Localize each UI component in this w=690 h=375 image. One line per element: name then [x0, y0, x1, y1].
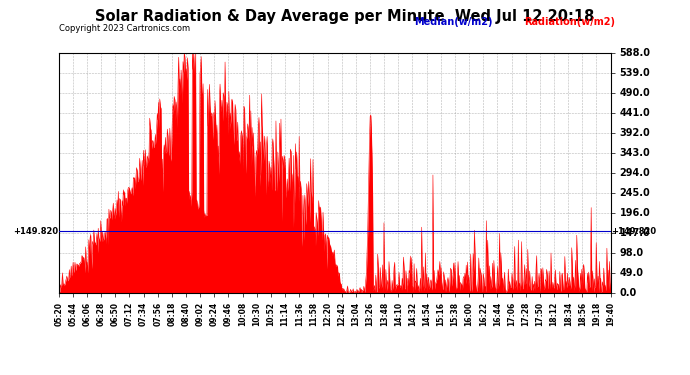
Text: Solar Radiation & Day Average per Minute  Wed Jul 12 20:18: Solar Radiation & Day Average per Minute…: [95, 9, 595, 24]
Text: +149.820: +149.820: [611, 227, 656, 236]
Text: Median(w/m2): Median(w/m2): [414, 17, 493, 27]
Text: Copyright 2023 Cartronics.com: Copyright 2023 Cartronics.com: [59, 24, 190, 33]
Text: Radiation(w/m2): Radiation(w/m2): [524, 17, 615, 27]
Text: +149.820: +149.820: [13, 227, 58, 236]
